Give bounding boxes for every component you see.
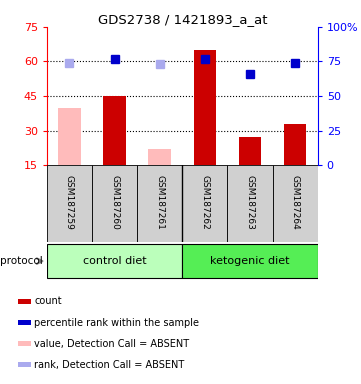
Bar — [182, 165, 227, 242]
Bar — [284, 124, 306, 165]
Bar — [103, 96, 126, 165]
Bar — [18, 299, 31, 304]
Text: count: count — [34, 296, 62, 306]
Bar — [92, 165, 137, 242]
Bar — [58, 108, 81, 165]
Text: control diet: control diet — [83, 256, 147, 266]
Bar — [193, 50, 216, 165]
Text: GSM187263: GSM187263 — [245, 175, 255, 229]
Text: GSM187264: GSM187264 — [291, 175, 300, 229]
Text: percentile rank within the sample: percentile rank within the sample — [34, 318, 199, 328]
Bar — [239, 137, 261, 165]
Bar — [148, 149, 171, 165]
Text: protocol: protocol — [0, 256, 43, 266]
Text: GSM187262: GSM187262 — [200, 175, 209, 229]
Bar — [47, 165, 92, 242]
Text: GSM187259: GSM187259 — [65, 175, 74, 229]
Text: GSM187260: GSM187260 — [110, 175, 119, 229]
Bar — [18, 341, 31, 346]
Title: GDS2738 / 1421893_a_at: GDS2738 / 1421893_a_at — [97, 13, 267, 26]
Bar — [227, 165, 273, 242]
Bar — [137, 165, 182, 242]
Bar — [18, 320, 31, 325]
Text: value, Detection Call = ABSENT: value, Detection Call = ABSENT — [34, 339, 190, 349]
Bar — [47, 244, 182, 278]
Bar — [182, 244, 318, 278]
Text: ketogenic diet: ketogenic diet — [210, 256, 290, 266]
Bar — [273, 165, 318, 242]
Text: GSM187261: GSM187261 — [155, 175, 164, 229]
Text: rank, Detection Call = ABSENT: rank, Detection Call = ABSENT — [34, 360, 184, 370]
Bar — [18, 362, 31, 367]
